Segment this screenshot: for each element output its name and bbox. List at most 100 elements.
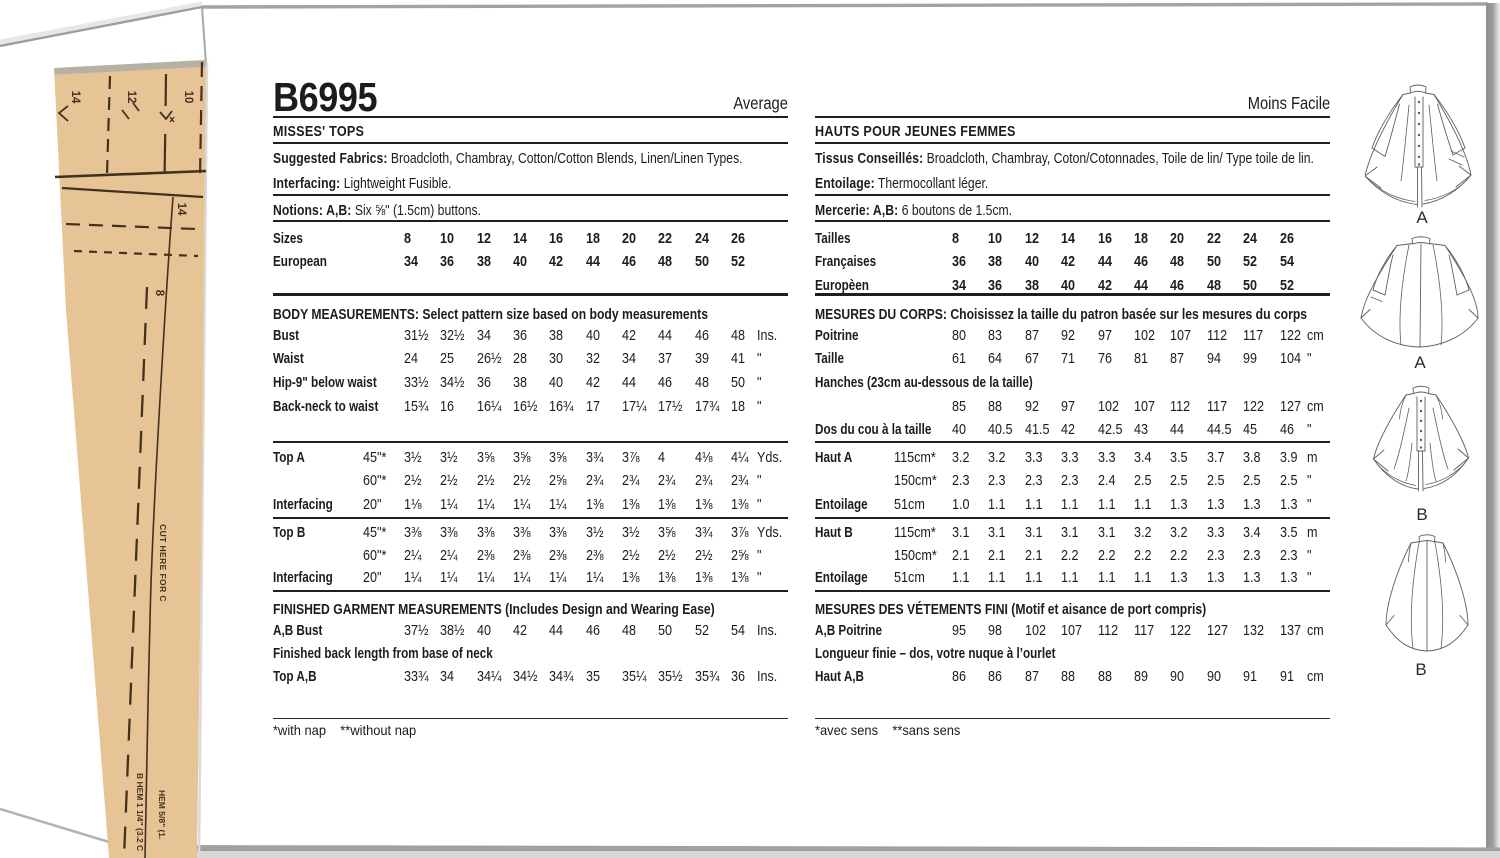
- table-cell: 46: [585, 622, 600, 639]
- table-cell: 4: [658, 448, 666, 466]
- table-cell: 2.3: [988, 472, 1006, 490]
- table-cell: 2.2: [1097, 546, 1116, 564]
- table-cell: 76: [1097, 350, 1112, 368]
- table-cell: 1.3: [1206, 495, 1225, 513]
- table-cell: 3.2: [988, 448, 1006, 466]
- table-cell: 35½: [658, 667, 683, 685]
- table-cell: 42: [549, 253, 564, 271]
- table-cell: 31½: [404, 326, 429, 344]
- tissue-cut-here-label: CUT HERE FOR C: [158, 524, 168, 602]
- body-measurements-header-en: BODY MEASUREMENTS: Select pattern size b…: [273, 307, 708, 323]
- table-cell: 1¼: [549, 569, 567, 587]
- table-row: Longueur finie – dos, votre nuque à l’ou…: [815, 645, 1330, 666]
- rule: [273, 589, 788, 592]
- table-cell: ": [1307, 569, 1312, 587]
- pattern-number: B6995: [273, 74, 378, 120]
- table-cell: 36: [952, 253, 967, 271]
- table-cell: 25: [440, 350, 455, 368]
- table-cell: 2.2: [1061, 546, 1079, 564]
- table-row: Haut B 115cm* 3.1 3.1 3.1 3.1 3.1 3.2 3.2 3.3 3.4 3…: [815, 525, 1330, 545]
- table-cell: 102: [1134, 326, 1156, 344]
- table-cell: 1¼: [549, 495, 567, 513]
- table-cell: 44.5: [1206, 421, 1232, 439]
- rule: [273, 440, 788, 443]
- table-cell: 34: [404, 253, 419, 271]
- rule: [273, 220, 788, 222]
- table-cell: 34: [476, 326, 491, 344]
- table-cell: 42: [1097, 277, 1112, 295]
- table-cell: 107: [1061, 622, 1083, 639]
- table-row: Entoilage 51cm 1.1 1.1 1.1 1.1 1.1 1.1 1.3 1.3 1.3…: [815, 570, 1330, 590]
- interfacing-line-fr: Entoilage: Thermocollant léger.: [815, 176, 989, 192]
- table-cell: 1⅛: [404, 495, 422, 513]
- table-cell: ": [757, 546, 762, 564]
- table-cell: 40.5: [988, 421, 1013, 439]
- table-cell: 52: [1279, 277, 1294, 295]
- section-title-fr: HAUTS POUR JEUNES FEMMES: [815, 123, 1016, 140]
- table-cell: 97: [1061, 397, 1076, 415]
- table-cell: 16¾: [549, 397, 574, 415]
- top-b-front-drawing: [1373, 385, 1469, 492]
- table-cell: ": [757, 569, 762, 587]
- table-cell: 64: [988, 350, 1003, 368]
- table-cell: 1⅜: [658, 495, 676, 513]
- table-cell: 2½: [404, 472, 422, 490]
- table-cell: 42: [1061, 253, 1076, 271]
- table-cell: 91: [1279, 667, 1294, 685]
- table-cell: Top B: [273, 524, 306, 542]
- table-cell: 83: [988, 326, 1003, 344]
- table-cell: 2⅝: [549, 472, 567, 490]
- table-row: Dos du cou à la taille 40 40.5 41.5 42 42.5 43…: [815, 422, 1330, 442]
- top-b-back-illustration: [1383, 532, 1472, 661]
- table-cell: 2.3: [1279, 546, 1298, 564]
- interfacing-line-en: Interfacing: Lightweight Fusible.: [273, 176, 452, 192]
- table-cell: Interfacing: [273, 569, 333, 587]
- rule: [815, 115, 1330, 118]
- table-cell: 51cm: [894, 569, 925, 587]
- table-cell: Europèen: [815, 277, 869, 295]
- table-cell: 2.3: [1024, 472, 1043, 490]
- table-cell: 1.3: [1206, 569, 1225, 587]
- table-cell: 90: [1170, 667, 1185, 685]
- table-cell: 35: [585, 667, 600, 685]
- table-cell: 2¾: [622, 472, 640, 490]
- table-cell: 44: [622, 373, 637, 391]
- table-cell: 88: [988, 397, 1003, 415]
- table-cell: 3.3: [1206, 524, 1225, 542]
- french-column: Moins Facile HAUTS POUR JEUNES FEMMES Ti…: [815, 0, 1330, 760]
- table-cell: ": [757, 350, 762, 368]
- table-cell: 8: [404, 229, 412, 247]
- table-cell: 2½: [440, 472, 458, 490]
- notions-line-en: Notions: A,B: Six ⅝" (1.5cm) buttons.: [273, 203, 482, 219]
- table-cell: 86: [952, 667, 967, 685]
- table-cell: 4⅛: [694, 448, 713, 466]
- table-cell: 40: [513, 253, 528, 271]
- table-cell: 80: [952, 326, 967, 344]
- table-cell: Yds.: [757, 448, 783, 466]
- table-cell: 1⅜: [622, 495, 640, 513]
- table-cell: 16: [440, 397, 455, 415]
- table-row: Hip-9" below waist 33½ 34½ 36 38 40 42 44 46 48 50…: [273, 373, 788, 395]
- table-cell: 18: [585, 229, 600, 247]
- table-cell: 99: [1243, 350, 1258, 368]
- table-cell: 45"*: [363, 524, 387, 542]
- table-cell: 1¼: [585, 569, 604, 587]
- table-cell: 117: [1206, 397, 1227, 415]
- table-cell: 2¾: [585, 472, 604, 490]
- table-row: Finished back length from base of neck: [273, 645, 788, 666]
- table-cell: 50: [1206, 253, 1221, 271]
- notions-line-fr: Mercerie: A,B: 6 boutons de 1.5cm.: [815, 203, 1013, 219]
- rule: [273, 193, 788, 196]
- table-cell: 2.3: [1061, 472, 1079, 490]
- table-cell: 3½: [585, 524, 604, 542]
- table-cell: 3⅝: [658, 524, 676, 542]
- table-cell: 107: [1134, 397, 1156, 415]
- difficulty-fr: Moins Facile: [1247, 93, 1330, 113]
- table-cell: 3.1: [1024, 524, 1043, 542]
- table-cell: 14: [1061, 229, 1076, 247]
- table-row: Top B 45"* 3⅜ 3⅜ 3⅜ 3⅜ 3⅜ 3½ 3½ 3⅝ 3¾ 3⅞ Yds.: [273, 525, 788, 545]
- table-cell: 39: [694, 350, 709, 368]
- table-cell: 32: [585, 350, 600, 368]
